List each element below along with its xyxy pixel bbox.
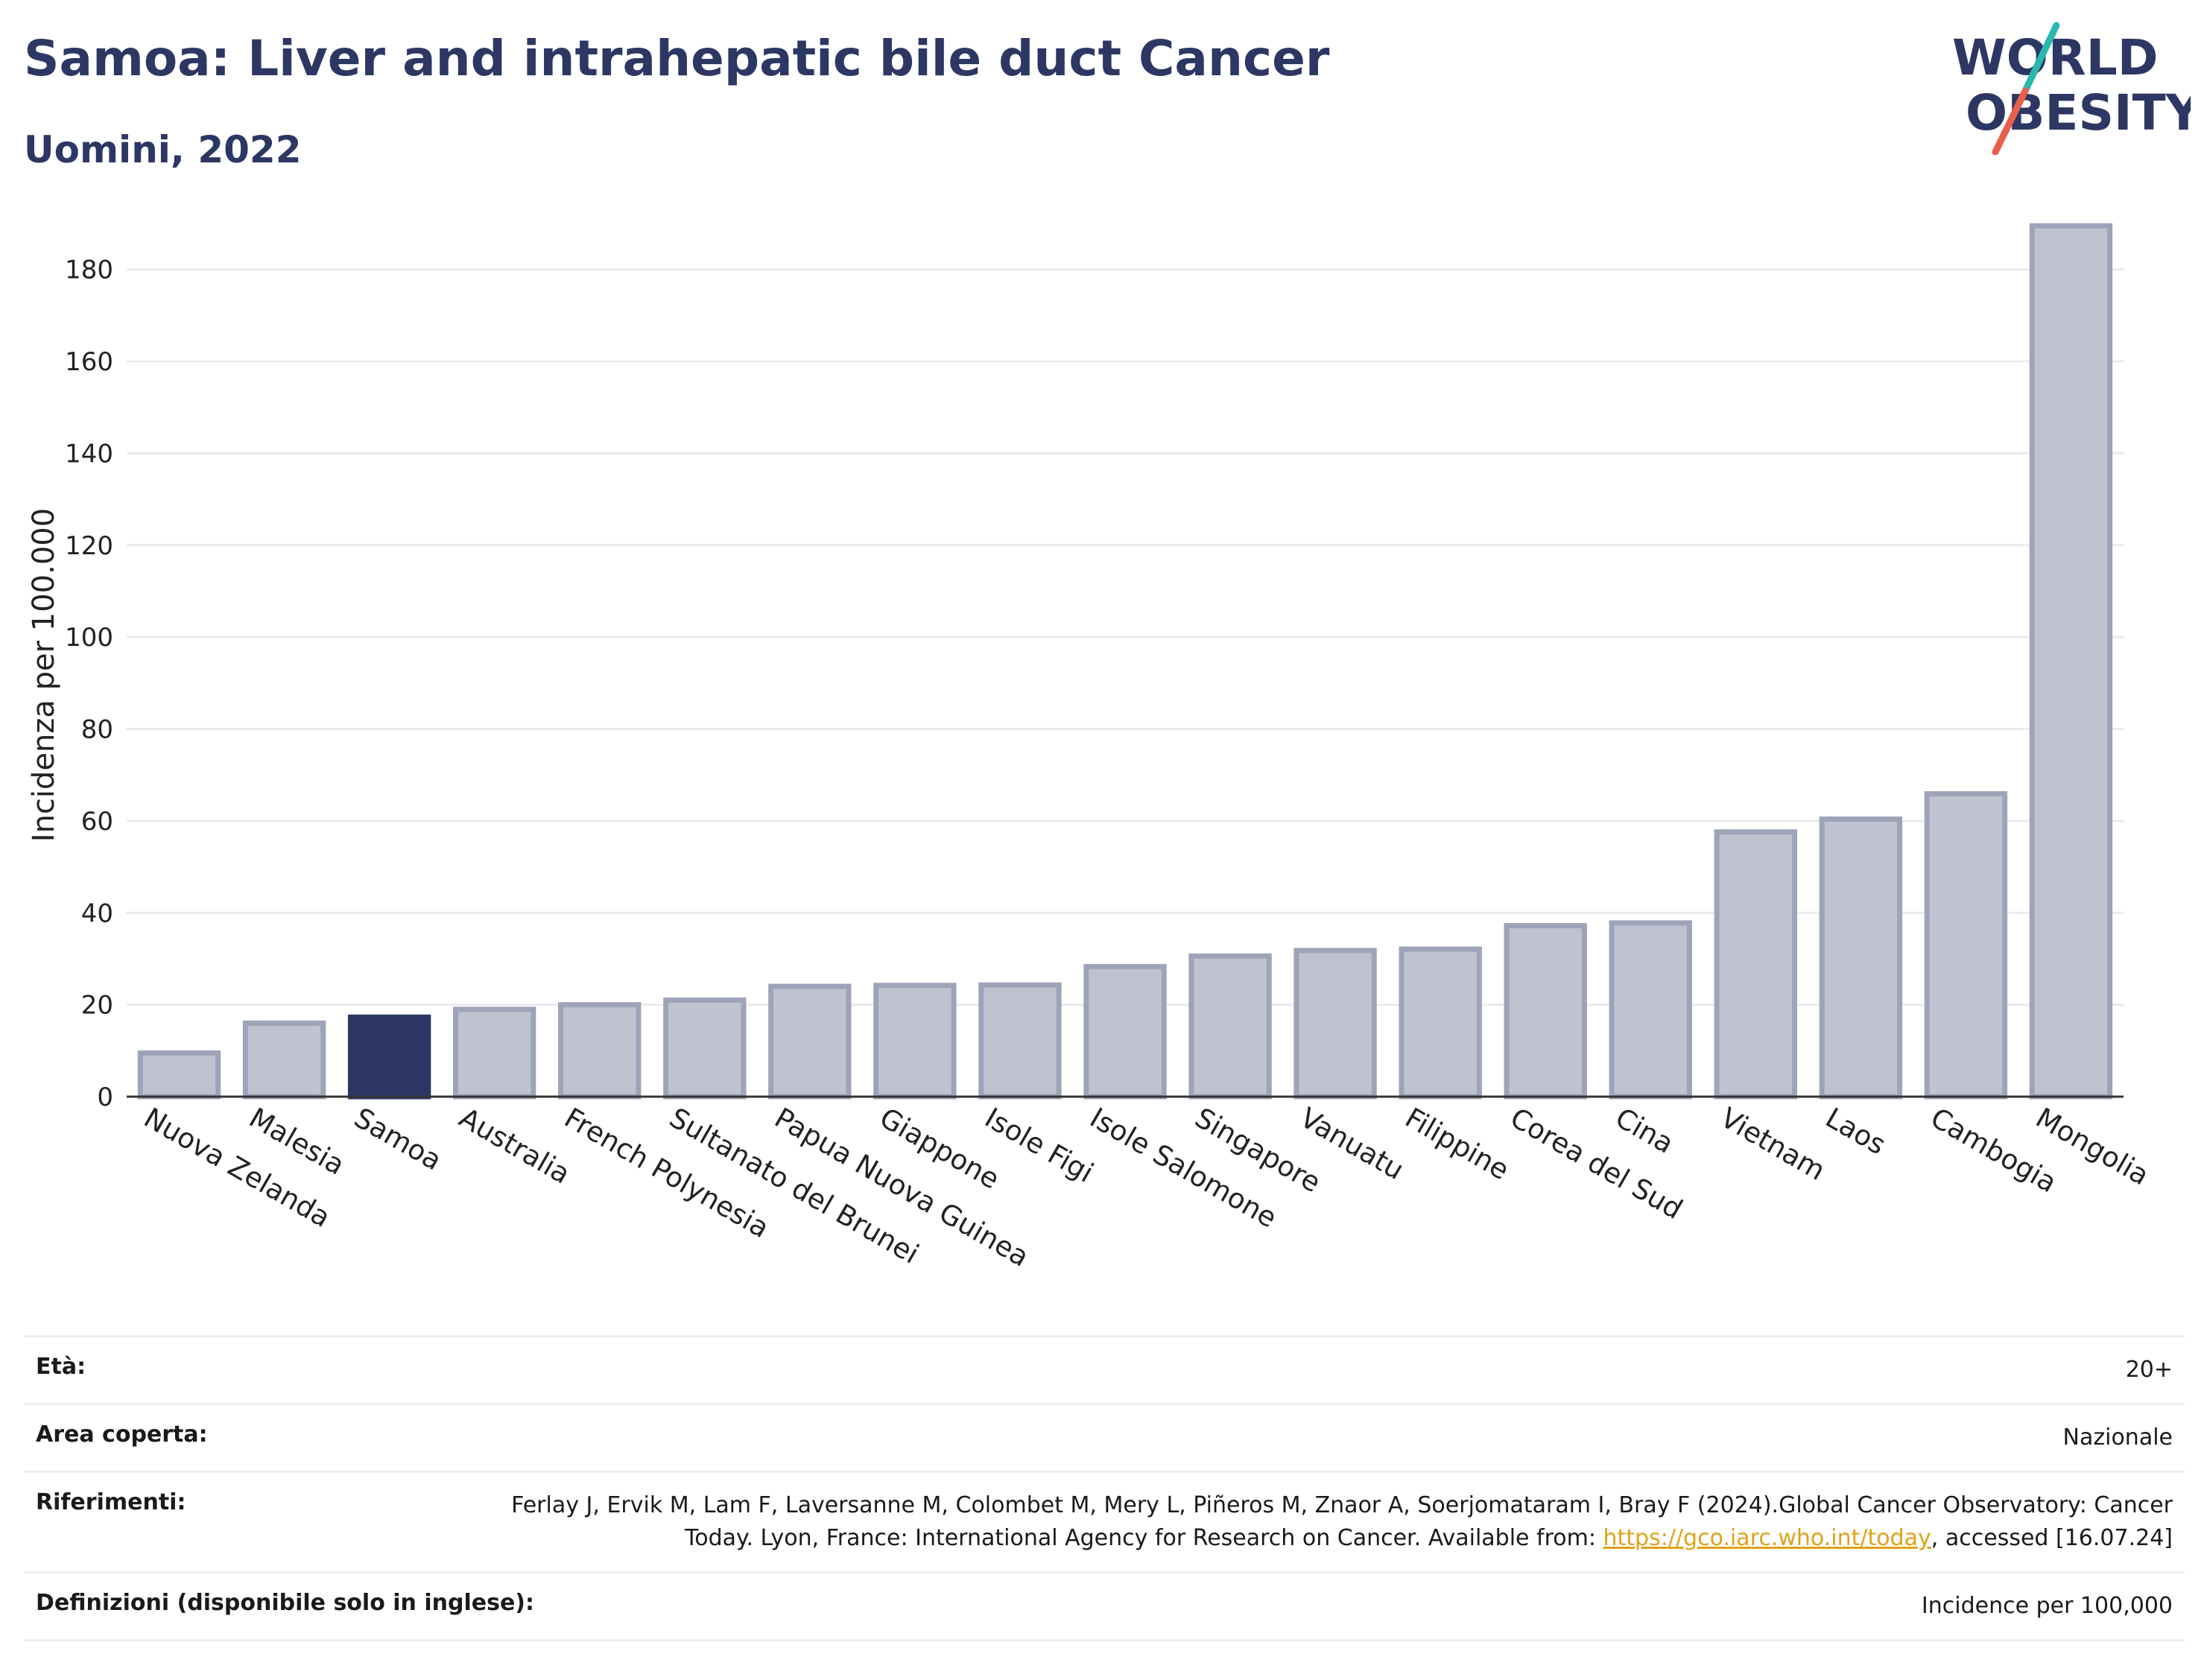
y-tick-label: 40 (81, 898, 113, 928)
info-value-age: 20+ (2125, 1357, 2173, 1383)
y-axis-ticks: 0 20 40 60 80 100 120 140 160 180 (65, 256, 113, 1112)
bar (1188, 953, 1272, 1100)
y-tick-label: 120 (65, 531, 113, 561)
bars (137, 223, 2113, 1100)
y-tick-label: 60 (81, 807, 113, 837)
world-obesity-logo: WORLD OBESITY (1952, 22, 2191, 155)
page-title: Samoa: Liver and intrahepatic bile duct … (24, 30, 1330, 87)
logo-slash-bottom (1992, 87, 2029, 155)
info-value-definitions: Incidence per 100,000 (1921, 1593, 2173, 1619)
y-tick-label: 160 (65, 347, 113, 377)
y-tick-label: 80 (81, 715, 113, 745)
x-tick-label: Isole Salomone (1085, 1102, 1282, 1234)
info-row-area: Area coperta: Nazionale (24, 1403, 2185, 1471)
reference-text: Ferlay J, Ervik M, Lam F, Laversanne M, … (511, 1492, 2173, 1551)
y-tick-label: 0 (97, 1083, 113, 1112)
info-key-references: Riferimenti: (36, 1489, 186, 1515)
bar (873, 983, 957, 1100)
x-tick-label: Filippine (1400, 1102, 1515, 1187)
x-tick-label: Laos (1820, 1102, 1891, 1161)
bar (2029, 223, 2113, 1100)
bar (1399, 946, 1482, 1100)
x-tick-label: Cina (1610, 1102, 1679, 1160)
bar (558, 1002, 642, 1100)
bar (137, 1050, 221, 1100)
y-tick-label: 100 (65, 623, 113, 653)
y-tick-label: 20 (81, 991, 113, 1021)
reference-link[interactable]: https://gco.iarc.who.int/today (1603, 1525, 1931, 1551)
bar (1504, 923, 1587, 1100)
info-key-definitions: Definizioni (disponibile solo in inglese… (36, 1590, 534, 1616)
x-tick-label: Samoa (349, 1102, 447, 1177)
info-row-age: Età: 20+ (24, 1335, 2185, 1403)
page-subtitle: Uomini, 2022 (24, 128, 302, 171)
bar (1819, 816, 1903, 1100)
info-value-area: Nazionale (2062, 1424, 2173, 1451)
info-row-references: Riferimenti: Ferlay J, Ervik M, Lam F, L… (24, 1471, 2185, 1571)
bar (1293, 948, 1377, 1100)
info-row-definitions: Definizioni (disponibile solo in inglese… (24, 1571, 2185, 1641)
info-key-area: Area coperta: (36, 1421, 208, 1448)
bar (1609, 920, 1692, 1100)
logo-text-world: WORLD (1952, 29, 2159, 86)
bar (242, 1020, 326, 1100)
bar (768, 983, 852, 1100)
y-tick-label: 140 (65, 439, 113, 469)
logo-slash-top (2021, 22, 2060, 95)
y-tick-label: 180 (65, 256, 113, 285)
x-tick-label: Vietnam (1715, 1102, 1831, 1187)
bar-chart: 0 20 40 60 80 100 120 140 160 180 Nuova ZelandaMa… (27, 223, 2154, 1273)
info-table: Età: 20+ Area coperta: Nazionale Riferim… (24, 1335, 2185, 1641)
bar (1083, 963, 1167, 1100)
bar (1714, 829, 1798, 1100)
x-tick-label: Corea del Sud (1505, 1102, 1688, 1226)
x-tick-label: Australia (454, 1102, 575, 1191)
bar (663, 997, 747, 1100)
bar-highlighted (347, 1014, 431, 1100)
bar (978, 982, 1062, 1100)
info-key-age: Età: (36, 1354, 86, 1380)
x-tick-label: Nuova Zelanda (139, 1102, 336, 1234)
info-value-references: Ferlay J, Ervik M, Lam F, Laversanne M, … (459, 1489, 2173, 1555)
bar (452, 1007, 536, 1100)
reference-accessed: , accessed [16.07.24] (1931, 1525, 2173, 1551)
y-axis-title: Incidenza per 100.000 (27, 508, 61, 842)
bar (1924, 791, 2008, 1100)
